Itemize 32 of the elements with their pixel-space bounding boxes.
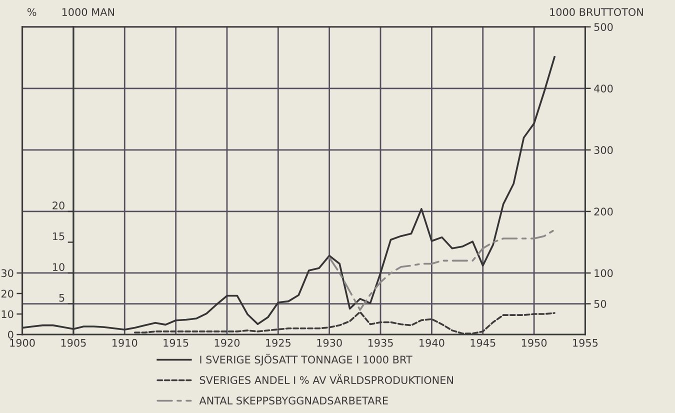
x-tick-label: 1925	[266, 338, 291, 347]
x-tick-label: 1945	[470, 338, 496, 347]
y2-tick-label: 400	[594, 84, 613, 92]
legend-label: SVERIGES ANDEL I % AV VÄRLDSPRODUKTIONEN	[200, 374, 453, 384]
y2-tick-label: 300	[594, 146, 613, 154]
y2-tick-label: 500	[594, 23, 613, 31]
x-tick-label: 1955	[573, 338, 598, 347]
x-tick-label: 1940	[420, 338, 444, 347]
y-tick-label: 0	[8, 330, 14, 339]
y-tick-label: 10	[2, 310, 14, 318]
x-tick-label: 1910	[112, 338, 138, 347]
x-tick-label: 1915	[164, 338, 188, 347]
y3-tick-label: 10	[53, 263, 64, 271]
x-tick-label: 1950	[522, 338, 547, 347]
y2-axis-title: 1000 BRUTTOTON	[550, 8, 643, 16]
y3-tick-label: 5	[59, 294, 64, 302]
y3-axis-title: 1000 MAN	[62, 8, 114, 16]
y-tick-label: 20	[1, 290, 14, 298]
y3-tick-label: 20	[52, 202, 64, 210]
y2-tick-label: 50	[594, 300, 606, 308]
y3-tick-label: 15	[53, 232, 64, 240]
y-tick-label: 30	[1, 269, 14, 278]
x-tick-label: 1900	[10, 338, 35, 347]
x-tick-label: 1935	[368, 338, 393, 347]
legend-label: ANTAL SKEPPSBYGGNADSARBETARE	[199, 396, 388, 405]
y-axis-title: %	[27, 8, 36, 16]
x-tick-label: 1930	[317, 338, 342, 347]
x-tick-label: 1920	[214, 338, 240, 347]
legend-label: I SVERIGE SJÖSATT TONNAGE I 1000 BRT	[200, 354, 412, 366]
y2-tick-label: 200	[594, 208, 613, 216]
y2-tick-label: 100	[594, 269, 613, 278]
x-tick-label: 1905	[61, 338, 86, 347]
